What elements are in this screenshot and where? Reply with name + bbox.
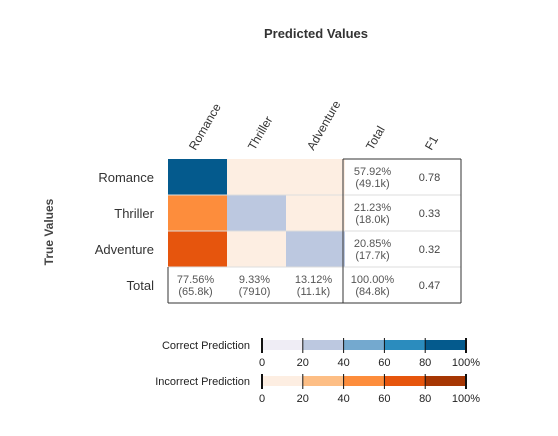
f1-value: 0.32 [419, 244, 440, 256]
row-label: Total [127, 278, 155, 293]
legend-tick-label: 20 [297, 357, 309, 369]
legend-tick-label: 40 [337, 357, 349, 369]
col-total-count: (84.8k) [355, 286, 389, 298]
legend-swatch [262, 376, 303, 386]
legend-group: Correct Prediction 0 20 40 60 80 100% Incorrect… [155, 338, 480, 405]
legend-tick-label: 60 [378, 357, 390, 369]
legend-swatch [302, 376, 344, 386]
row-total-pct: 57.92% [354, 166, 392, 178]
row-total-pct: 21.23% [354, 202, 392, 214]
legend-swatch [302, 340, 344, 350]
legend-tick-label: 40 [337, 393, 349, 405]
legend-swatch [425, 340, 466, 350]
row-total-count: (18.0k) [355, 214, 389, 226]
legend-swatch [384, 340, 426, 350]
col-total-count: (65.8k) [178, 286, 212, 298]
col-total-count: (7910) [239, 286, 271, 298]
matrix-cell [227, 195, 286, 231]
legend-swatch [425, 376, 466, 386]
col-total-count: (11.1k) [297, 286, 330, 298]
col-total-pct: 9.33% [239, 274, 270, 286]
column-label: Romance [186, 101, 224, 153]
matrix-cell [286, 231, 345, 267]
matrix-cell [286, 195, 345, 231]
matrix-group: Romance Thriller Adventure Total F1 Romance Th… [95, 98, 462, 304]
legend-swatch [262, 340, 303, 350]
legend-tick-label: 80 [419, 393, 431, 405]
y-axis-title: True Values [42, 198, 56, 265]
row-total-pct: 20.85% [354, 238, 392, 250]
legend-tick-label: 0 [259, 393, 265, 405]
f1-value: 0.33 [419, 208, 440, 220]
legend-tick-label: 100% [452, 357, 480, 369]
row-label: Thriller [114, 206, 154, 221]
legend-swatch [384, 376, 426, 386]
legend-tick-label: 20 [297, 393, 309, 405]
legend-swatch [343, 376, 385, 386]
matrix-cell [227, 231, 286, 267]
matrix-cell [168, 159, 227, 195]
legend-tick-label: 0 [259, 357, 265, 369]
col-total-pct: 13.12% [295, 274, 333, 286]
matrix-cell [168, 231, 227, 267]
f1-total: 0.47 [419, 280, 440, 292]
matrix-cell [168, 195, 227, 231]
column-label: Total [363, 124, 388, 153]
legend-swatch [343, 340, 385, 350]
legend-tick-label: 80 [419, 357, 431, 369]
matrix-cell [227, 159, 286, 195]
row-total-count: (17.7k) [355, 250, 389, 262]
col-total-pct: 100.00% [351, 274, 395, 286]
column-label: F1 [422, 133, 441, 152]
f1-value: 0.78 [419, 172, 440, 184]
matrix-cell [286, 159, 345, 195]
legend-title: Correct Prediction [162, 340, 250, 352]
row-label: Adventure [95, 242, 154, 257]
row-total-count: (49.1k) [355, 178, 389, 190]
column-label: Adventure [304, 98, 344, 153]
column-label: Thriller [245, 114, 275, 153]
legend-tick-label: 60 [378, 393, 390, 405]
row-label: Romance [98, 170, 154, 185]
col-total-pct: 77.56% [177, 274, 215, 286]
legend-tick-label: 100% [452, 393, 480, 405]
chart-title: Predicted Values [264, 26, 368, 41]
legend-title: Incorrect Prediction [155, 376, 250, 388]
